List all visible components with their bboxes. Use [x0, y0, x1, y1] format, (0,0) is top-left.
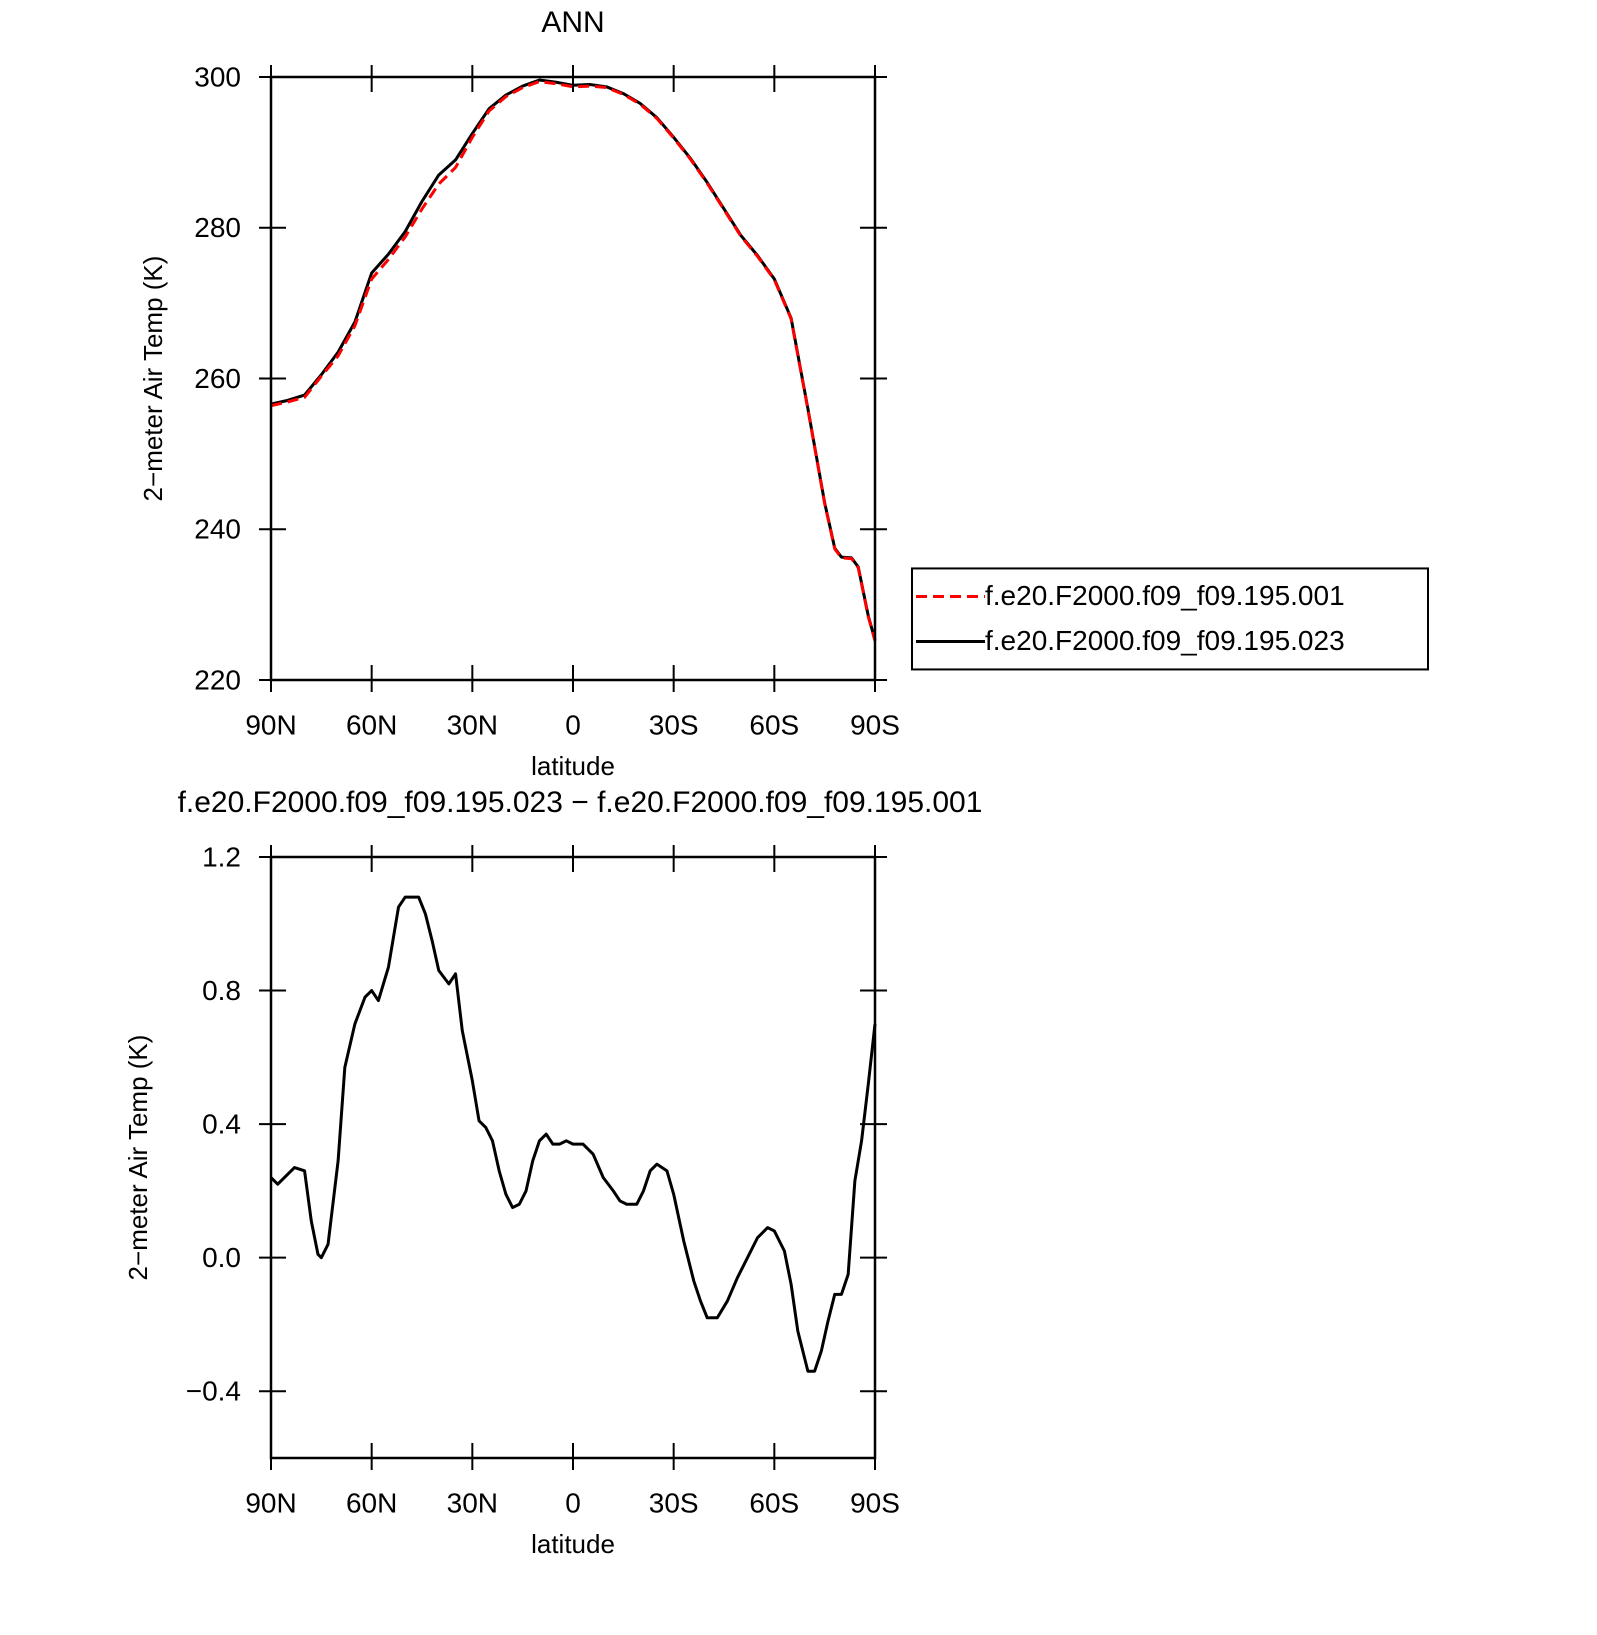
y-tick-label: 300 [194, 61, 241, 92]
x-tick-label: 0 [565, 709, 581, 740]
y-axis-title: 2−meter Air Temp (K) [123, 1035, 153, 1281]
legend: f.e20.F2000.f09_f09.195.001 f.e20.F2000.f… [911, 567, 1429, 671]
x-tick-label: 60N [346, 709, 397, 740]
legend-box [911, 567, 1429, 671]
y-tick-label: 240 [194, 514, 241, 545]
x-tick-label: 60S [749, 1487, 799, 1518]
x-tick-label: 30N [447, 709, 498, 740]
legend-label: f.e20.F2000.f09_f09.195.023 [985, 625, 1345, 656]
plot-frame [269, 75, 877, 682]
plot: f.e20.F2000.f09_f09.195.023 − f.e20.F200… [123, 786, 983, 1559]
x-axis-title: latitude [531, 1529, 615, 1559]
chart-title: ANN [541, 6, 604, 39]
x-tick-label: 30S [649, 709, 699, 740]
x-tick-label: 30S [649, 1487, 699, 1518]
plot: ANN 220 240 260 280 300 90N 60N 30N 0 30S 60S 90S lat… [138, 6, 900, 781]
y-tick-label: 0.4 [202, 1109, 241, 1140]
y-axis-title: 2−meter Air Temp (K) [138, 256, 168, 502]
y-tick-label: 0.8 [202, 975, 241, 1006]
x-tick-label: 90N [245, 1487, 296, 1518]
x-tick-label: 30N [447, 1487, 498, 1518]
x-tick-label: 60N [346, 1487, 397, 1518]
data-line [270, 80, 877, 642]
y-tick-label: 260 [194, 363, 241, 394]
x-tick-label: 90N [245, 709, 296, 740]
plot-frame [269, 855, 877, 1460]
x-tick-label: 90S [850, 1487, 900, 1518]
y-tick-label: 280 [194, 212, 241, 243]
data-line [270, 78, 877, 641]
x-tick-label: 0 [565, 1487, 581, 1518]
x-axis-title: latitude [531, 751, 615, 781]
data-line [269, 895, 877, 1373]
y-tick-label: 0.0 [202, 1242, 241, 1273]
y-tick-label: −0.4 [186, 1376, 241, 1407]
chart-title: f.e20.F2000.f09_f09.195.023 − f.e20.F200… [178, 786, 983, 819]
x-tick-label: 60S [749, 709, 799, 740]
y-tick-label: 1.2 [202, 841, 241, 872]
legend-label: f.e20.F2000.f09_f09.195.001 [985, 580, 1345, 611]
y-tick-label: 220 [194, 664, 241, 695]
x-tick-label: 90S [850, 709, 900, 740]
